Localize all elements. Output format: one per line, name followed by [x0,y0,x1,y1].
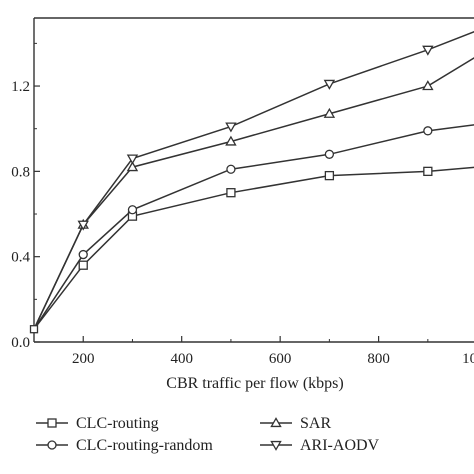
circle-point [423,126,433,136]
triangle-up-point [422,80,434,91]
square-point [29,325,39,334]
triangle-up-point [270,417,282,428]
square-point [47,418,57,428]
triangle-up-point [126,161,139,172]
x-axis-ticks: 200 400 600 800 1000 [72,336,474,367]
x-axis-title: CBR traffic per flow (kbps) [166,375,343,392]
square-point [226,188,236,198]
circle-point [47,440,57,450]
triangle-down-point [270,440,282,451]
x-tick-label: 600 [269,351,292,367]
triangle-down-point [225,122,237,133]
x-tick-label: 200 [72,351,95,367]
legend-label: ARI-AODV [300,437,380,454]
y-tick-label: 1.2 [11,79,30,95]
triangle-up-point [225,135,237,146]
legend-item: CLC-routing-random [36,437,213,454]
legend-label: CLC-routing [76,415,159,432]
series-layer [29,30,474,334]
triangle-down-point [126,154,139,165]
circle-point [324,149,335,159]
y-axis-ticks: 0.0 0.4 0.8 1.2 [11,42,40,351]
series-line [33,30,474,330]
triangle-up-point [323,107,336,118]
legend-label: SAR [300,415,331,432]
x-tick-label: 800 [367,351,390,367]
circle-point [127,205,138,215]
y-tick-label: 0.8 [11,164,30,180]
series-line [33,166,474,330]
series-line [33,124,474,330]
x-tick-label: 400 [170,351,193,367]
circle-point [78,249,88,260]
legend: CLC-routing CLC-routing-random SAR ARI-AODV [36,415,380,454]
legend-item: SAR [260,415,331,432]
series-ari-aodv [33,30,474,330]
series-clc-routing-random [33,124,474,330]
y-tick-label: 0.0 [11,335,30,351]
legend-item: ARI-AODV [260,437,380,454]
x-tick-label: 1000 [462,351,474,367]
circle-point [226,164,236,174]
y-tick-label: 0.4 [11,250,30,266]
plot-frame [33,17,474,343]
square-point [423,166,433,177]
series-line [33,57,474,330]
series-clc-routing [33,166,474,330]
legend-label: CLC-routing-random [76,437,213,454]
triangle-down-point [77,220,89,231]
triangle-down-point [323,79,336,90]
square-point [78,260,88,270]
triangle-down-point [422,45,434,56]
square-point [324,170,335,181]
series-sar [33,57,474,330]
legend-item: CLC-routing [36,415,159,432]
